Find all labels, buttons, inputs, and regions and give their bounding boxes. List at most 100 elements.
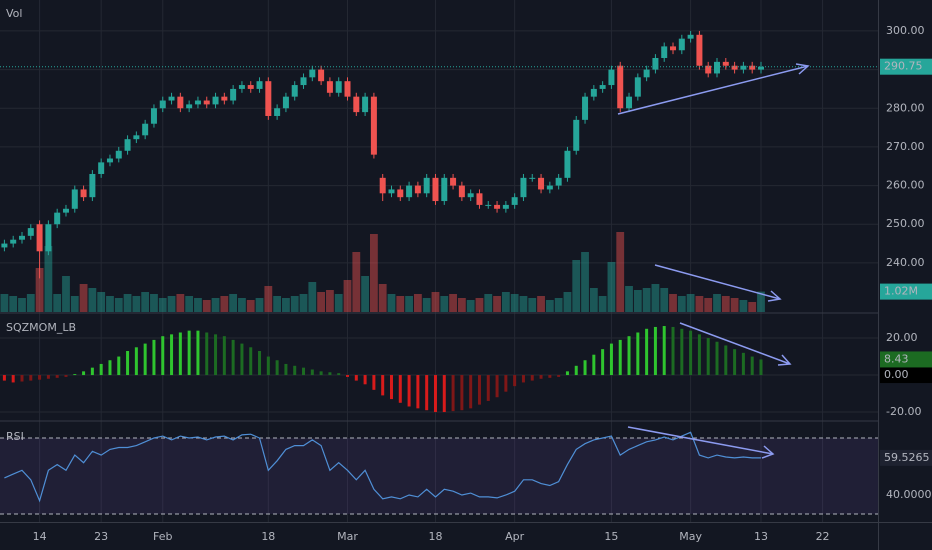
momentum-bar (293, 365, 297, 376)
volume-bar (396, 296, 405, 312)
volume-bar (326, 290, 334, 312)
momentum-bar (433, 375, 437, 413)
candle-body (71, 189, 78, 209)
momentum-bar (284, 363, 288, 376)
candle-body (494, 204, 501, 209)
momentum-bar (310, 369, 314, 376)
momentum-bar (583, 360, 587, 376)
candle-body (388, 189, 395, 194)
last-value-box (880, 58, 932, 75)
candle-body (150, 108, 157, 124)
candle-body (617, 65, 624, 109)
y-tick-label: 270.00 (886, 140, 925, 153)
arrow-head (761, 445, 775, 459)
momentum-bar (504, 375, 508, 392)
volume-bar (220, 296, 229, 312)
momentum-bar (697, 334, 701, 376)
momentum-bar (64, 375, 68, 377)
volume-bar (343, 280, 352, 312)
volume-bar (378, 284, 387, 312)
momentum-bar (425, 375, 429, 411)
x-tick-label: 18 (261, 530, 275, 543)
volume-bar (748, 302, 757, 312)
volume-bar (158, 298, 167, 312)
momentum-bar (29, 375, 33, 381)
y-tick-label: 0.00 (884, 368, 909, 381)
momentum-bar (126, 350, 130, 376)
last-value-label: 1.02M (884, 285, 918, 298)
candle-body (450, 177, 457, 186)
candle-body (678, 38, 685, 51)
candle-body (599, 85, 606, 89)
last-value-label: 290.75 (884, 60, 923, 73)
momentum-bar (38, 375, 42, 380)
volume-bar (598, 296, 607, 312)
candle-body (573, 119, 580, 151)
momentum-bar (416, 375, 420, 409)
candle-body (705, 65, 712, 74)
x-tick-label: Feb (153, 530, 172, 543)
momentum-bar (653, 326, 657, 376)
volume-bar (290, 296, 299, 312)
candle-body (476, 193, 483, 205)
volume-bar (361, 276, 370, 312)
momentum-bar (381, 375, 385, 396)
volume-bar (123, 294, 132, 312)
momentum-bar (706, 338, 710, 376)
volume-bar (677, 296, 686, 312)
momentum-bar (689, 330, 693, 376)
candle-body (414, 185, 421, 194)
candle-body (670, 46, 677, 51)
candle-body (661, 46, 668, 58)
volume-bar (642, 288, 651, 312)
candle-body (36, 224, 43, 252)
candle-body (397, 189, 404, 198)
candle-body (203, 100, 210, 105)
candle-body (502, 204, 509, 209)
candle-body (406, 185, 413, 198)
trend-arrow (654, 264, 781, 300)
labels-layer: Vol SQZMOM_LB RSI 14 23 Feb 18 Mar 18 Apr 15 May… (6, 7, 932, 543)
volume-bar (695, 296, 704, 312)
volume-bar (114, 298, 123, 312)
candle-body (714, 61, 721, 74)
volume-bar (721, 296, 730, 312)
momentum-bar (398, 375, 402, 403)
volume-bar (589, 288, 598, 312)
momentum-bar (187, 330, 191, 376)
candle-body (45, 224, 52, 252)
marks-layer (0, 30, 878, 503)
candle-body (362, 96, 369, 113)
momentum-bar (11, 375, 15, 383)
momentum-bar (636, 332, 640, 376)
volume-bar (554, 298, 563, 312)
momentum-bar (618, 339, 622, 376)
x-tick-label: 22 (816, 530, 830, 543)
volume-bar (422, 298, 431, 312)
volume-bar (62, 276, 70, 312)
arrow-head (767, 290, 782, 302)
candle-body (722, 61, 729, 66)
pane-title: RSI (6, 430, 24, 443)
candle-body (555, 177, 562, 186)
momentum-bar (513, 375, 517, 387)
momentum-bar (601, 349, 605, 376)
momentum-bar (258, 350, 262, 376)
trend-arrow (627, 426, 774, 455)
volume-bar (510, 294, 519, 312)
candle-body (634, 77, 641, 97)
momentum-bar (337, 373, 341, 376)
candle-body (696, 34, 703, 66)
momentum-bar (574, 365, 578, 376)
x-tick-label: 13 (754, 530, 768, 543)
momentum-bar (231, 339, 235, 376)
candle-body (80, 189, 87, 198)
momentum-bar (363, 375, 367, 385)
arrow-head (795, 63, 810, 75)
volume-bar (211, 298, 220, 312)
y-tick-label: 240.00 (886, 256, 925, 269)
momentum-bar (724, 345, 728, 376)
candle-body (106, 158, 113, 163)
volume-bar (537, 296, 545, 312)
